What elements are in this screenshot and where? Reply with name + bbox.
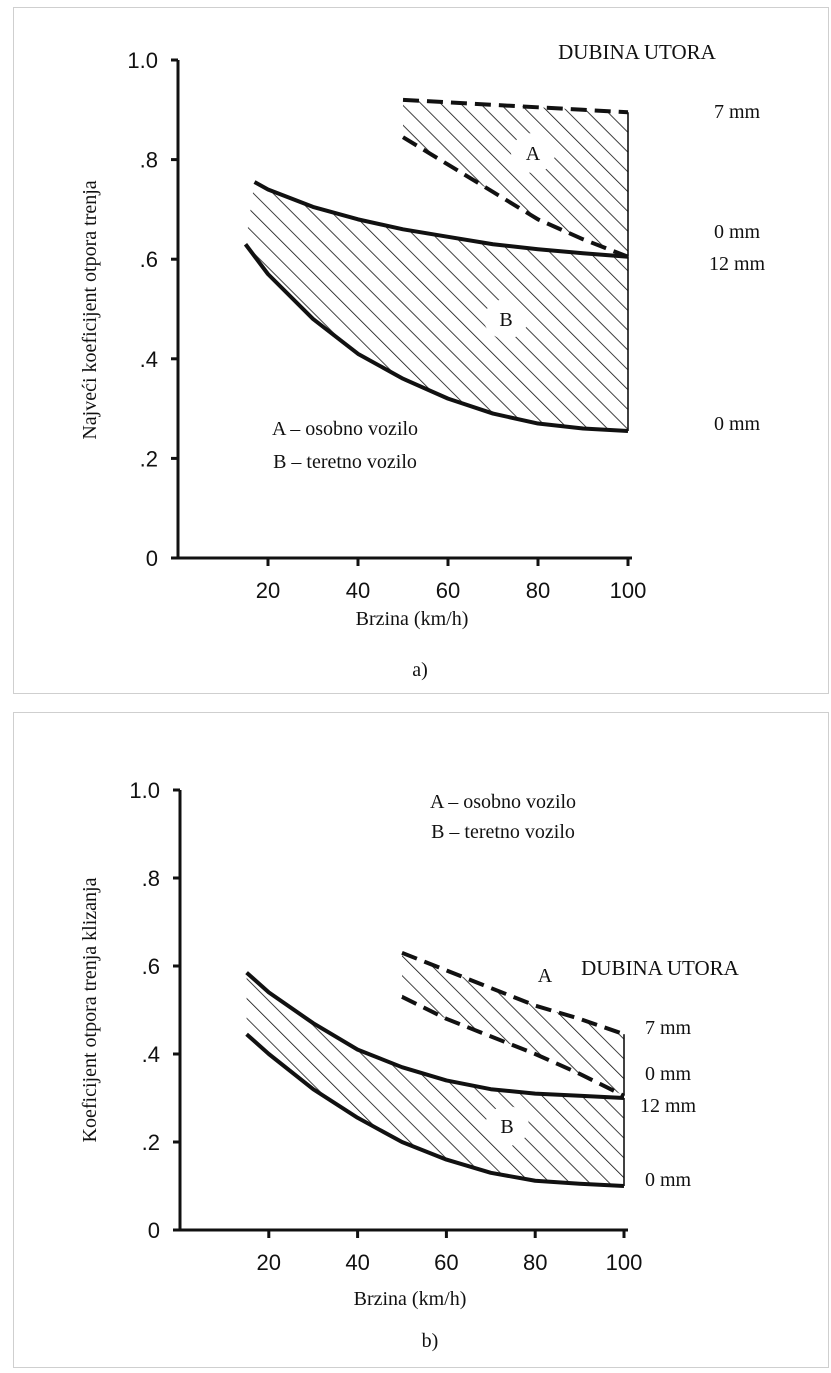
depth-label: 0 mm <box>714 413 761 435</box>
x-tick-label: 60 <box>436 578 460 603</box>
x-tick-label: 40 <box>346 578 370 603</box>
y-tick-label: 1.0 <box>129 778 160 803</box>
depth-label: 7 mm <box>714 101 761 123</box>
y-axis-label: Najveći koeficijent otpora trenja <box>79 180 101 439</box>
bands: AB <box>246 100 629 431</box>
x-tick-label: 80 <box>526 578 550 603</box>
y-tick-label: .8 <box>140 148 158 173</box>
y-tick-label: 1.0 <box>127 48 158 73</box>
x-tick-label: 80 <box>523 1250 547 1275</box>
y-tick-label: .8 <box>142 866 160 891</box>
y-tick-label: .2 <box>142 1130 160 1155</box>
y-tick-label: 0 <box>148 1218 160 1243</box>
y-ticks: 0 .2 .4 .6 .8 1.0 <box>129 778 180 1243</box>
x-ticks: 20 40 60 80 100 <box>257 1230 643 1275</box>
depth-label: 12 mm <box>709 253 766 275</box>
x-tick-label: 40 <box>345 1250 369 1275</box>
bands: AB <box>247 953 624 1186</box>
depth-label: 0 mm <box>645 1169 692 1191</box>
x-tick-label: 20 <box>257 1250 281 1275</box>
x-tick-label: 100 <box>610 578 647 603</box>
legend-line-a: A – osobno vozilo <box>272 418 418 440</box>
caption: a) <box>412 659 428 681</box>
x-axis-label: Brzina (km/h) <box>356 608 469 630</box>
depth-label: 12 mm <box>640 1095 697 1117</box>
legend-line-b: B – teretno vozilo <box>431 821 575 843</box>
legend-title: DUBINA UTORA <box>581 956 740 980</box>
caption: b) <box>422 1330 439 1352</box>
depth-label: 0 mm <box>714 221 761 243</box>
legend-title: DUBINA UTORA <box>558 40 717 64</box>
band-A-label: A <box>538 965 553 987</box>
band-B-label: B <box>500 1116 513 1138</box>
y-tick-label: .4 <box>142 1042 160 1067</box>
x-tick-label: 60 <box>434 1250 458 1275</box>
x-tick-label: 100 <box>606 1250 643 1275</box>
y-tick-label: .2 <box>140 446 158 471</box>
y-ticks: 0 .2 .4 .6 .8 1.0 <box>127 48 178 571</box>
depth-label: 7 mm <box>645 1017 692 1039</box>
end-labels: 7 mm 0 mm 12 mm 0 mm <box>709 101 766 435</box>
x-tick-label: 20 <box>256 578 280 603</box>
band-A-label: A <box>526 143 541 165</box>
band-B-label: B <box>499 309 512 331</box>
depth-label: 0 mm <box>645 1063 692 1085</box>
x-axis-label: Brzina (km/h) <box>354 1288 467 1310</box>
y-tick-label: .6 <box>140 247 158 272</box>
legend-line-b: B – teretno vozilo <box>273 451 417 473</box>
y-axis-label: Koeficijent otpora trenja klizanja <box>79 877 101 1142</box>
y-tick-label: .6 <box>142 954 160 979</box>
y-tick-label: .4 <box>140 347 158 372</box>
legend-line-a: A – osobno vozilo <box>430 791 576 813</box>
y-tick-label: 0 <box>146 546 158 571</box>
end-labels: 7 mm 0 mm 12 mm 0 mm <box>640 1017 697 1191</box>
x-ticks: 20 40 60 80 100 <box>256 558 647 603</box>
